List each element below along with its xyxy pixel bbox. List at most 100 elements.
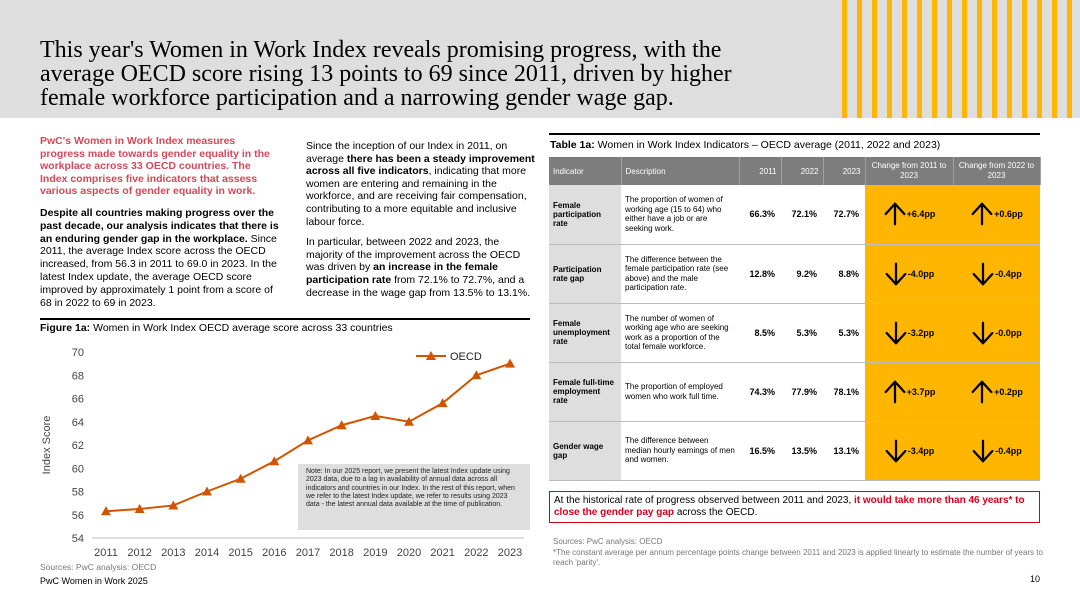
change-value: -3.2pp — [907, 327, 935, 338]
data-point — [370, 410, 381, 420]
change-value: +0.6pp — [994, 209, 1023, 220]
arrow-up-icon — [971, 380, 993, 403]
x-tick-label: 2015 — [228, 547, 252, 559]
y-tick-label: 60 — [72, 463, 84, 475]
table-source-line: Sources: PwC analysis: OECD — [553, 537, 663, 546]
y-tick-label: 54 — [72, 533, 84, 545]
legend-marker — [426, 351, 436, 360]
arrow-down-icon — [885, 262, 907, 285]
stripe — [1067, 0, 1072, 118]
arrow-up-icon — [884, 380, 906, 403]
y-axis-label: Index Score — [41, 416, 53, 475]
x-tick-label: 2012 — [127, 547, 151, 559]
figure-caption-text: Women in Work Index OECD average score a… — [90, 322, 393, 334]
arrow-down-icon — [885, 439, 907, 462]
gender-pay-gap-callout: At the historical rate of progress obser… — [549, 491, 1040, 523]
intro-summary: PwC's Women in Work Index measures progr… — [40, 135, 270, 198]
y-tick-label: 66 — [72, 394, 84, 406]
header-change-2022-2023: Change from 2022 to 2023 — [953, 157, 1041, 185]
cell-change-2022-2023: +0.2pp — [953, 362, 1040, 422]
legend-label: OECD — [450, 351, 482, 363]
header-2023: 2023 — [823, 157, 866, 185]
table-caption-text: Women in Work Index Indicators – OECD av… — [594, 139, 941, 151]
stripe — [947, 0, 952, 118]
callout-c: across the OECD. — [674, 507, 758, 518]
line-chart: 54 56 58 60 62 64 66 68 70 2011 2012 2013 2014 2015 20… — [41, 347, 524, 559]
y-tick-label: 62 — [72, 440, 84, 452]
cell-2022: 9.2% — [781, 244, 823, 304]
middle-p1c: , indicating that more women are enterin… — [306, 165, 527, 228]
decorative-stripes — [830, 0, 1080, 118]
x-tick-label: 2017 — [296, 547, 320, 559]
stripe — [842, 0, 847, 118]
x-tick-label: 2019 — [363, 547, 387, 559]
arrow-down-icon — [972, 321, 994, 344]
cell-change-2022-2023: -0.0pp — [953, 303, 1040, 363]
x-tick-label: 2018 — [329, 547, 353, 559]
callout-a: At the historical rate of progress obser… — [554, 495, 855, 506]
change-value: -0.4pp — [995, 268, 1022, 279]
cell-change-2022-2023: -0.4pp — [953, 244, 1040, 304]
middle-paragraph-2: In particular, between 2022 and 2023, th… — [306, 236, 538, 299]
cell-2011: 8.5% — [739, 303, 781, 363]
data-point — [404, 416, 414, 426]
table-footnote: *The constant average per annum percenta… — [553, 547, 1043, 568]
cell-change-2011-2023: -3.4pp — [865, 421, 953, 481]
table-row: Gender wage gap The difference between me… — [549, 421, 1040, 481]
cell-2011: 74.3% — [739, 362, 781, 422]
table-header-row: Indicator Description 2011 2022 2023 Cha… — [549, 157, 1041, 185]
cell-2023: 78.1% — [823, 362, 865, 422]
stripe — [1052, 0, 1057, 118]
table-label: Table 1a: — [550, 139, 595, 151]
cell-indicator: Female full-time employment rate — [549, 362, 621, 422]
stripe — [977, 0, 982, 118]
cell-description: The proportion of women of working age (… — [621, 185, 739, 245]
stripe — [932, 0, 937, 118]
cell-description: The proportion of employed women who wor… — [621, 362, 739, 422]
middle-p2b: an increase in the female participation … — [306, 261, 499, 286]
table-row: Female full-time employment rate The prop… — [549, 362, 1040, 422]
cell-description: The difference between median hourly ear… — [621, 421, 739, 481]
data-point — [168, 500, 179, 510]
intro-bold: Despite all countries making progress ov… — [40, 207, 279, 245]
data-point — [471, 370, 482, 380]
arrow-down-icon — [972, 439, 994, 462]
stripe — [1037, 0, 1042, 118]
data-point — [336, 420, 347, 430]
x-tick-label: 2011 — [94, 547, 118, 559]
cell-2011: 12.8% — [739, 244, 781, 304]
data-point — [235, 473, 246, 483]
middle-p1a: Since the inception of our Index in 2011… — [306, 140, 508, 165]
figure-label: Figure 1a: — [40, 322, 91, 334]
data-point — [505, 358, 515, 368]
change-value: +3.7pp — [906, 386, 936, 397]
figure-rule — [40, 318, 530, 320]
arrow-down-icon — [972, 262, 994, 285]
callout-highlight: it would take more than 46 years* to clo… — [554, 495, 1025, 518]
cell-2022: 5.3% — [781, 303, 823, 363]
cell-change-2011-2023: -4.0pp — [865, 244, 953, 304]
data-point — [303, 435, 313, 445]
middle-paragraph-1: Since the inception of our Index in 2011… — [306, 140, 538, 228]
arrow-up-icon — [884, 202, 906, 226]
y-tick-label: 58 — [72, 487, 84, 499]
data-point — [101, 506, 111, 516]
cell-indicator: Female unemployment rate — [549, 303, 621, 363]
change-value: -4.0pp — [907, 268, 935, 279]
cell-indicator: Female participation rate — [549, 185, 621, 245]
page-title: This year's Women in Work Index reveals … — [40, 37, 732, 111]
header-2022: 2022 — [781, 157, 824, 185]
stripe — [857, 0, 862, 118]
table-caption: Table 1a: Women in Work Index Indicators… — [550, 139, 940, 151]
figure-source: Sources: PwC analysis: OECD — [40, 562, 157, 572]
y-tick-label: 68 — [72, 370, 84, 382]
cell-2022: 13.5% — [781, 421, 823, 481]
cell-description: The difference between the female partic… — [621, 244, 739, 304]
cell-2023: 8.8% — [823, 244, 865, 304]
figure-caption: Figure 1a: Women in Work Index OECD aver… — [40, 322, 393, 334]
stripe — [872, 0, 877, 118]
change-value: +6.4pp — [906, 209, 936, 220]
x-tick-label: 2023 — [498, 547, 522, 559]
stripe — [917, 0, 922, 118]
y-tick-label: 70 — [72, 347, 84, 359]
